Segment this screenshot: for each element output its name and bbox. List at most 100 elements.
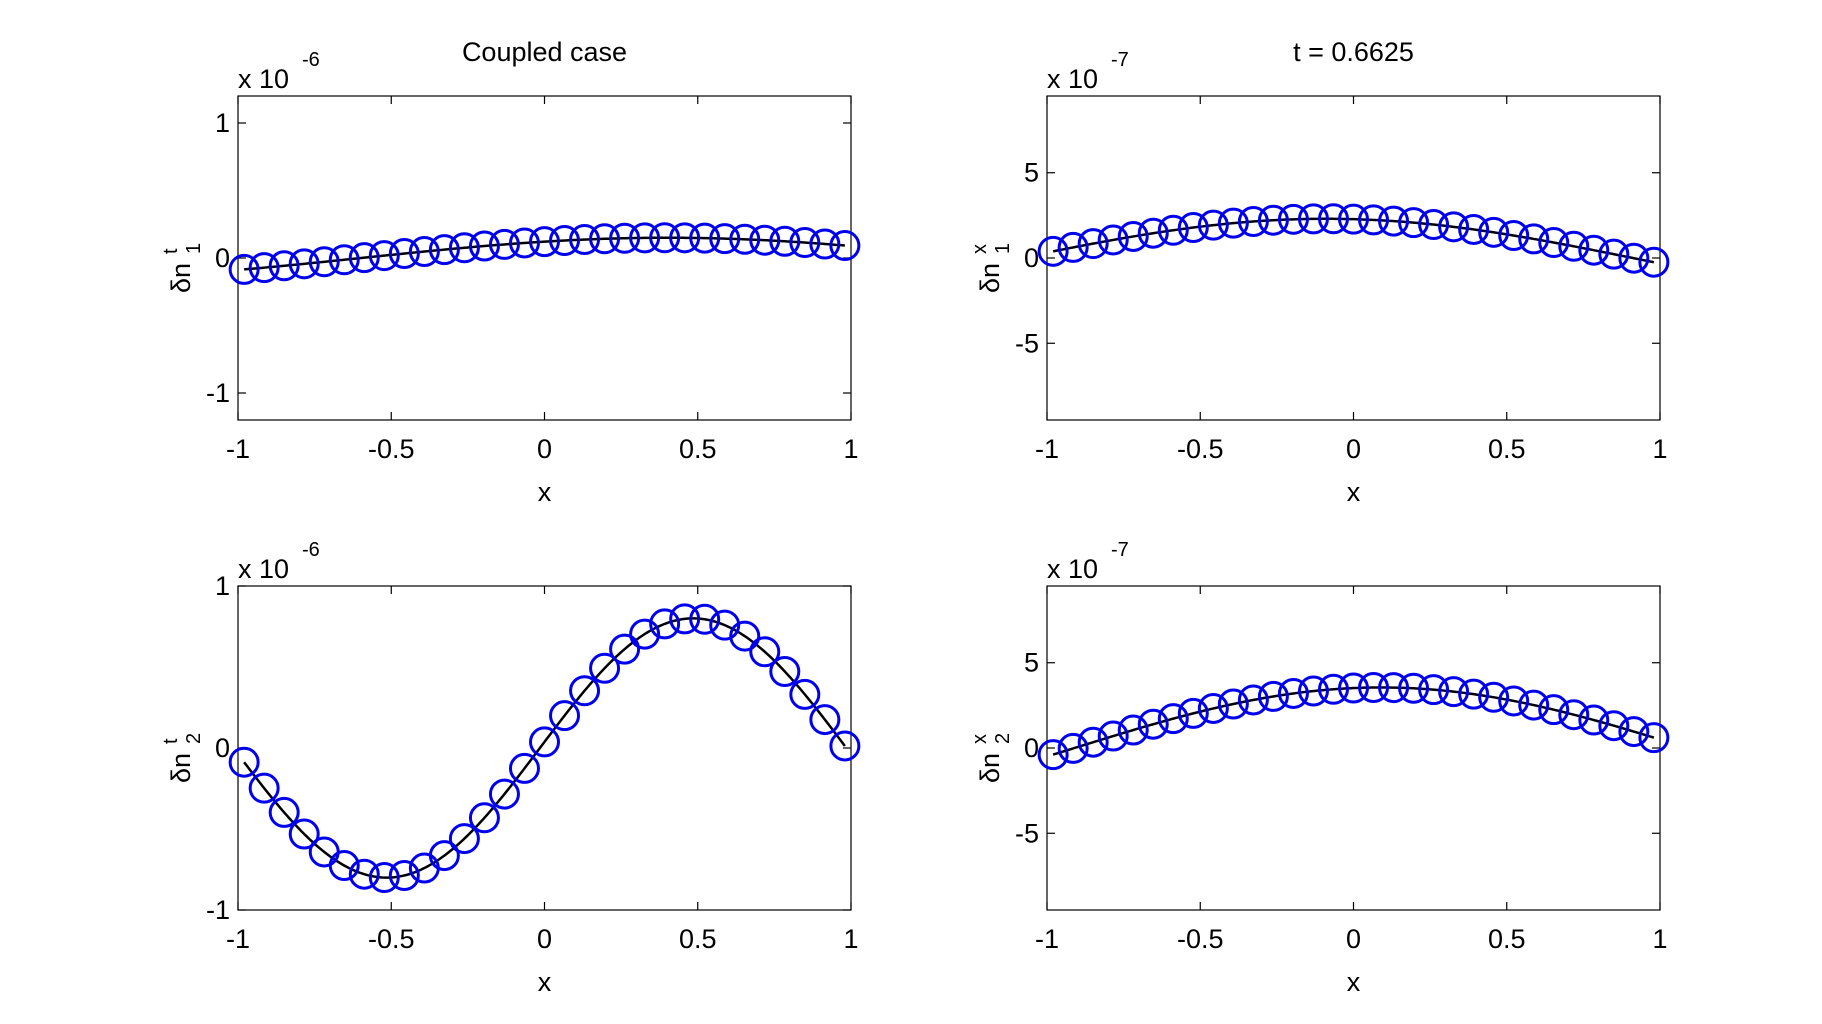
data-point-marker: [248, 252, 280, 284]
x-tick-label: 0: [1346, 434, 1361, 464]
x-tick-label: 0: [1346, 924, 1361, 954]
data-point-marker: [829, 730, 861, 762]
data-point-marker: [348, 242, 380, 274]
x-tick-label: -1: [1035, 924, 1059, 954]
data-point-marker: [1097, 720, 1129, 752]
exact-solution-line: [1052, 686, 1655, 756]
data-point-marker: [1297, 675, 1329, 707]
data-point-marker: [1598, 710, 1630, 742]
x-tick-label: 0: [537, 434, 552, 464]
data-point-marker: [1558, 230, 1590, 262]
data-point-marker: [1498, 685, 1530, 717]
data-point-marker: [408, 236, 440, 268]
data-point-marker: [689, 222, 721, 254]
data-point-marker: [629, 618, 661, 650]
axis-exponent-label: x 10: [1047, 64, 1098, 94]
data-point-marker: [829, 230, 861, 262]
axes-box: [1046, 95, 1661, 421]
y-axis-label-base: δn: [975, 263, 1005, 293]
data-point-marker: [609, 222, 641, 254]
data-point-marker: [328, 850, 360, 882]
axis-exponent-power: -7: [1111, 539, 1129, 561]
data-point-marker: [1177, 697, 1209, 729]
data-point-marker: [1077, 228, 1109, 260]
data-point-marker: [468, 230, 500, 262]
x-axis-label: x: [1347, 967, 1361, 997]
y-axis-label-base: δn: [166, 753, 196, 783]
data-point-marker: [1157, 703, 1189, 735]
data-point-marker: [1338, 672, 1369, 704]
data-point-marker: [1478, 216, 1510, 248]
data-point-marker: [789, 678, 821, 710]
y-axis-label: δn x 2: [969, 733, 1014, 783]
data-point-marker: [428, 840, 460, 872]
data-point-marker: [709, 609, 741, 641]
axis-exponent-label: x 10: [238, 64, 289, 94]
data-point-marker: [228, 746, 260, 778]
y-tick-label: 1: [215, 571, 230, 601]
data-point-marker: [649, 222, 681, 254]
data-point-marker: [388, 238, 420, 270]
data-point-marker: [1057, 231, 1089, 263]
data-point-marker: [1137, 708, 1169, 740]
data-point-marker: [508, 227, 540, 259]
data-point-marker: [228, 253, 260, 285]
axes-box: [1046, 585, 1661, 911]
data-point-marker: [749, 224, 781, 256]
axes-box: [237, 95, 852, 421]
data-point-marker: [368, 862, 400, 894]
chart-title: t = 0.6625: [1293, 37, 1414, 67]
y-axis-label-base: δn: [975, 753, 1005, 783]
x-tick-label: -0.5: [1177, 434, 1224, 464]
data-point-marker: [288, 248, 320, 280]
axis-exponent-power: -6: [302, 539, 320, 561]
exact-solution-line: [1052, 217, 1655, 264]
y-tick-label: 0: [215, 243, 230, 273]
data-point-marker: [1277, 677, 1309, 709]
data-point-marker: [1498, 220, 1530, 252]
x-tick-label: -0.5: [368, 434, 415, 464]
x-tick-label: -1: [226, 924, 250, 954]
data-point-marker: [1157, 214, 1189, 246]
data-point-marker: [1378, 205, 1410, 237]
data-point-marker: [1037, 235, 1069, 267]
y-axis-label-subscript: 2: [183, 733, 205, 744]
data-point-marker: [709, 223, 741, 255]
data-point-marker: [1578, 704, 1610, 736]
data-point-marker: [1558, 699, 1590, 731]
x-tick-label: 0.5: [679, 434, 717, 464]
data-point-marker: [1037, 739, 1069, 771]
data-point-marker: [448, 232, 480, 264]
data-point-marker: [769, 655, 801, 687]
data-point-marker: [649, 608, 681, 640]
data-point-marker: [789, 227, 821, 259]
y-axis-label: δn x 1: [969, 243, 1014, 293]
x-tick-label: 0.5: [679, 924, 717, 954]
y-tick-label: -1: [206, 378, 230, 408]
axis-exponent-label: x 10: [1047, 554, 1098, 584]
data-point-marker: [549, 225, 581, 257]
x-tick-label: -0.5: [1177, 924, 1224, 954]
data-point-marker: [368, 240, 400, 272]
data-point-marker: [1618, 242, 1650, 274]
y-tick-label: -5: [1015, 818, 1039, 848]
data-point-marker: [1438, 211, 1470, 243]
data-point-marker: [1578, 234, 1610, 266]
data-point-marker: [288, 818, 320, 850]
y-tick-label: 5: [1024, 648, 1039, 678]
data-point-marker: [488, 778, 520, 810]
data-point-marker: [1358, 672, 1390, 704]
y-axis-label: δn t 1: [160, 243, 205, 293]
chart-panel-3: -1 -0.5 0 0.5 1 -1 0 1 x δn t 2 x 10 -6: [160, 539, 861, 997]
data-point-marker: [248, 772, 280, 804]
data-point-marker: [388, 859, 420, 891]
data-point-marker: [589, 223, 621, 255]
data-point-marker: [1618, 716, 1650, 748]
axis-exponent-power: -6: [302, 49, 320, 71]
data-point-marker: [529, 726, 560, 758]
data-point-marker: [1398, 672, 1430, 704]
y-axis-label-superscript: x: [969, 244, 991, 254]
